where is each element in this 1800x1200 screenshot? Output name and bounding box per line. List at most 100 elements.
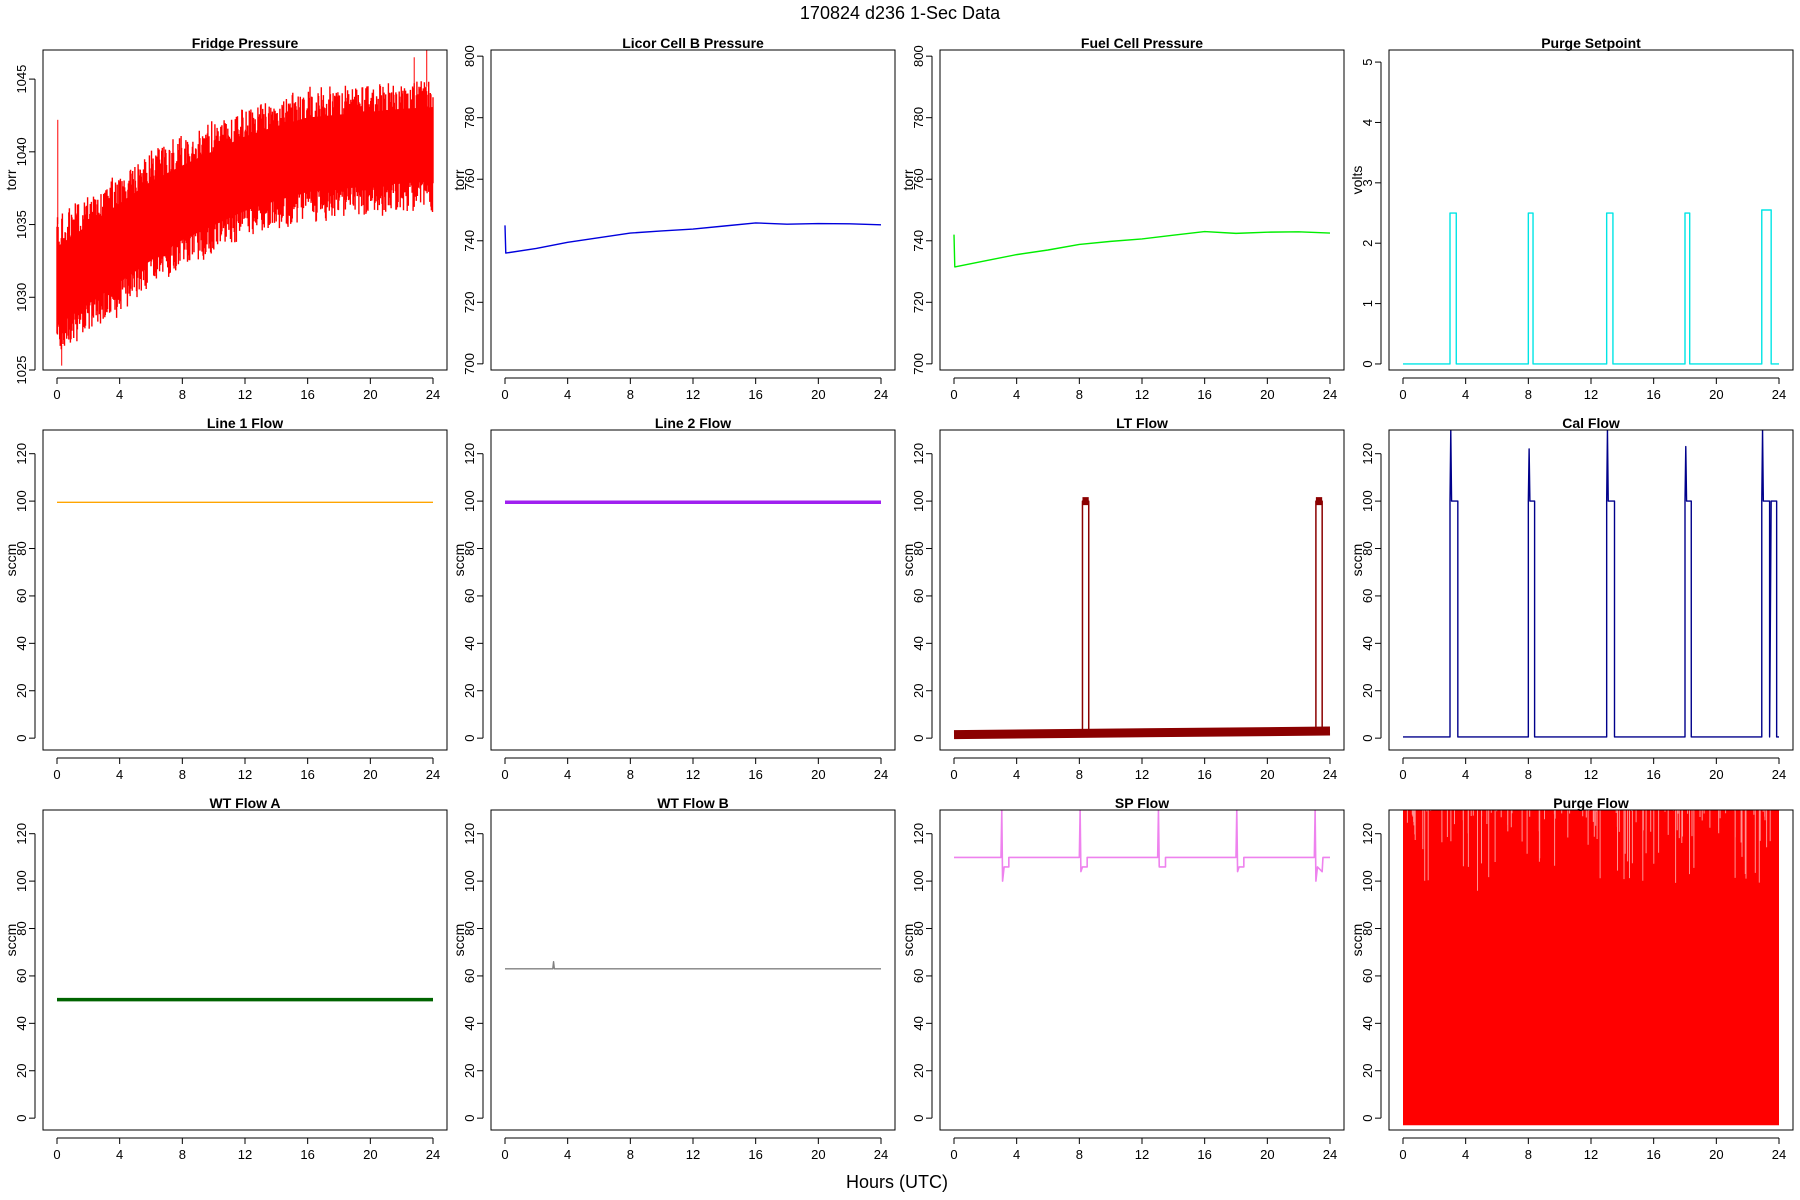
panel-title: Line 1 Flow <box>207 415 283 431</box>
x-tick-label: 8 <box>1076 767 1083 782</box>
y-axis-label: torr <box>451 169 467 190</box>
x-tick-label: 20 <box>1709 387 1723 402</box>
x-tick-label: 16 <box>1646 387 1660 402</box>
x-tick-label: 24 <box>1323 767 1337 782</box>
x-tick-label: 4 <box>116 1147 123 1162</box>
x-tick-label: 8 <box>1076 387 1083 402</box>
panel-cal-flow: Cal Flow 0 4 8 12 16 20 24 0 20 40 60 80 100 120 sccm <box>1349 415 1794 782</box>
y-axis-label: sccm <box>900 924 916 957</box>
x-tick-label: 0 <box>950 767 957 782</box>
x-axis-label: Hours (UTC) <box>846 1172 948 1192</box>
y-tick-label: 700 <box>462 353 477 375</box>
y-tick-label: 80 <box>911 541 926 555</box>
y-tick-label: 100 <box>1360 870 1375 892</box>
x-tick-label: 24 <box>874 1147 888 1162</box>
plot-frame <box>1388 49 1794 371</box>
plot-frame <box>939 49 1345 371</box>
x-tick-label: 8 <box>1525 1147 1532 1162</box>
panel-fuel-cell-pressure: Fuel Cell Pressure 0 4 8 12 16 20 24 700 720 740 76… <box>900 35 1345 402</box>
plot-data <box>56 50 434 366</box>
y-tick-label: 80 <box>1360 541 1375 555</box>
plot-data <box>1403 209 1779 365</box>
y-tick-label: 0 <box>1360 735 1375 742</box>
x-tick-label: 20 <box>811 1147 825 1162</box>
x-tick-label: 12 <box>686 1147 700 1162</box>
x-tick-label: 0 <box>53 1147 60 1162</box>
x-tick-label: 0 <box>53 767 60 782</box>
y-tick-label: 1 <box>1360 300 1375 307</box>
y-tick-label: 0 <box>462 735 477 742</box>
y-tick-label: 740 <box>911 230 926 252</box>
x-tick-label: 24 <box>426 1147 440 1162</box>
y-tick-label: 80 <box>911 921 926 935</box>
plot-frame <box>939 429 1345 751</box>
x-tick-label: 0 <box>950 1147 957 1162</box>
x-tick-label: 20 <box>363 1147 377 1162</box>
y-tick-label: 120 <box>14 443 29 465</box>
panel-title: Purge Setpoint <box>1541 35 1641 51</box>
plot-frame <box>42 809 448 1131</box>
x-tick-label: 12 <box>238 767 252 782</box>
x-tick-label: 24 <box>426 387 440 402</box>
panel-wt-flow-a: WT Flow A 0 4 8 12 16 20 24 0 20 40 60 80 100 120 sccm <box>3 795 448 1162</box>
y-tick-label: 20 <box>911 684 926 698</box>
y-tick-label: 120 <box>911 443 926 465</box>
x-tick-label: 20 <box>1260 1147 1274 1162</box>
y-tick-label: 740 <box>462 230 477 252</box>
x-tick-label: 24 <box>1772 1147 1786 1162</box>
x-tick-label: 8 <box>179 767 186 782</box>
y-tick-label: 120 <box>462 823 477 845</box>
x-tick-label: 16 <box>300 1147 314 1162</box>
y-tick-label: 20 <box>1360 684 1375 698</box>
x-tick-label: 12 <box>1584 387 1598 402</box>
y-tick-label: 20 <box>911 1064 926 1078</box>
y-tick-label: 60 <box>911 589 926 603</box>
y-tick-label: 80 <box>14 541 29 555</box>
x-tick-label: 24 <box>1772 387 1786 402</box>
x-tick-label: 8 <box>179 387 186 402</box>
x-tick-label: 4 <box>1462 1147 1469 1162</box>
y-tick-label: 100 <box>462 490 477 512</box>
y-tick-label: 80 <box>462 921 477 935</box>
y-tick-label: 20 <box>14 1064 29 1078</box>
y-tick-label: 720 <box>911 291 926 313</box>
y-tick-label: 760 <box>911 168 926 190</box>
data-area <box>1403 810 1779 1126</box>
y-tick-label: 40 <box>911 1016 926 1030</box>
y-tick-label: 0 <box>14 735 29 742</box>
y-tick-label: 780 <box>462 107 477 129</box>
y-tick-label: 700 <box>911 353 926 375</box>
y-axis-label: torr <box>900 169 916 190</box>
x-tick-label: 16 <box>1646 1147 1660 1162</box>
y-axis-label: torr <box>3 169 19 190</box>
x-tick-label: 12 <box>1135 1147 1149 1162</box>
x-tick-label: 4 <box>116 767 123 782</box>
x-tick-label: 12 <box>686 387 700 402</box>
y-tick-label: 760 <box>462 168 477 190</box>
plot-frame <box>42 49 448 371</box>
x-tick-label: 20 <box>363 387 377 402</box>
y-axis-label: sccm <box>1349 924 1365 957</box>
x-tick-label: 16 <box>1646 767 1660 782</box>
y-tick-label: 60 <box>462 589 477 603</box>
y-tick-label: 2 <box>1360 240 1375 247</box>
panel-sp-flow: SP Flow 0 4 8 12 16 20 24 0 20 40 60 80 100 120 sccm <box>900 795 1345 1162</box>
plot-data <box>1403 810 1779 1126</box>
y-tick-label: 1040 <box>14 137 29 166</box>
panel-title: Line 2 Flow <box>655 415 731 431</box>
y-tick-label: 800 <box>462 45 477 67</box>
x-tick-label: 8 <box>1525 387 1532 402</box>
y-tick-label: 120 <box>1360 823 1375 845</box>
y-tick-label: 120 <box>14 823 29 845</box>
y-tick-label: 780 <box>911 107 926 129</box>
panel-licor-cell-b-pressure: Licor Cell B Pressure 0 4 8 12 16 20 24 700 720 74… <box>451 35 896 402</box>
x-tick-label: 20 <box>1709 767 1723 782</box>
x-tick-label: 0 <box>53 387 60 402</box>
panel-line-2-flow: Line 2 Flow 0 4 8 12 16 20 24 0 20 40 60 80 100 120 scc… <box>451 415 896 782</box>
y-tick-label: 100 <box>462 870 477 892</box>
y-tick-label: 20 <box>14 684 29 698</box>
y-tick-label: 100 <box>14 870 29 892</box>
